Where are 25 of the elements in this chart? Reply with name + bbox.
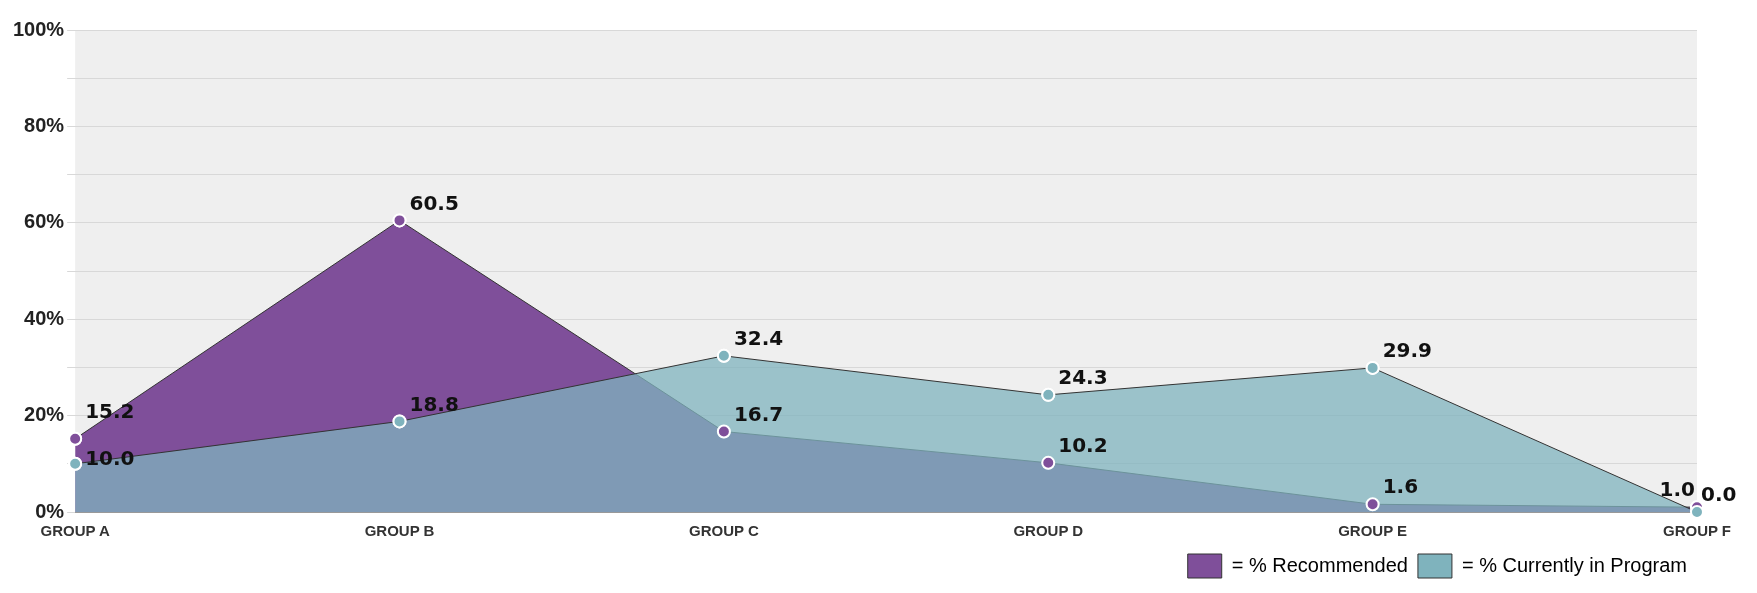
legend-label: = % Currently in Program [1461,553,1687,576]
data-label: 32.4 [733,326,784,351]
y-tick-label: 0% [35,499,65,522]
x-tick-label: GROUP F [1662,522,1732,540]
data-label: 1.6 [1382,474,1419,499]
y-tick-label: 20% [24,403,65,426]
data-label: 1.0 [1659,477,1695,502]
data-label: 0.0 [1701,482,1737,507]
data-label: 29.9 [1382,338,1432,363]
y-tick-label: 80% [24,113,65,136]
data-label: 10.2 [1058,433,1108,458]
data-label: 24.3 [1058,365,1108,390]
y-tick-label: 40% [24,306,65,329]
x-tick-label: GROUP A [40,522,110,540]
data-label: 16.7 [733,401,784,426]
x-tick-label: GROUP C [689,522,759,540]
x-tick-label: GROUP E [1338,522,1408,540]
data-label: 10.0 [85,446,135,470]
data-label: 60.5 [409,190,459,215]
y-tick-label: 60% [24,210,65,233]
data-label: 18.8 [409,391,459,416]
y-tick-label: 100% [13,17,65,40]
x-tick-label: GROUP D [1013,522,1084,540]
x-tick-label: GROUP B [364,522,435,540]
legend-label: = % Recommended [1231,553,1408,576]
